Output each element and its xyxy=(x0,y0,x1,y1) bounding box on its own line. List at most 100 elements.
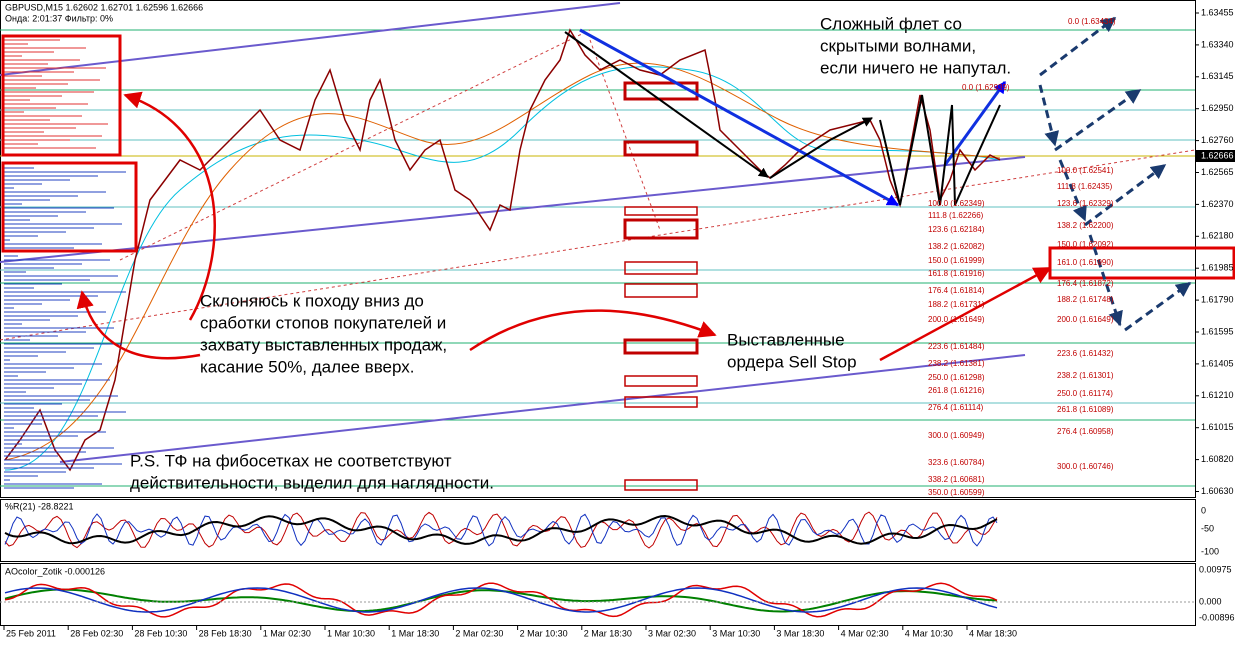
indicator-label: -0.00896 xyxy=(1199,612,1235,622)
indicator-label: 0.000 xyxy=(1199,596,1222,606)
current-price-box xyxy=(1196,150,1235,162)
fib-label: 150.0 (1.62092) xyxy=(1057,240,1114,249)
fib-label: 100.0 (1.62349) xyxy=(928,199,985,208)
annotation: если ничего не напутал. xyxy=(820,58,1011,77)
indicator-label: 0.00975 xyxy=(1199,564,1232,574)
wave-zigzag xyxy=(564,31,1001,206)
time-label: 25 Feb 2011 xyxy=(6,628,56,638)
time-label: 2 Mar 10:30 xyxy=(520,628,568,638)
annotation: ордера Sell Stop xyxy=(727,352,857,371)
annotation: захвату выставленных продаж, xyxy=(200,335,447,354)
fib-label: 250.0 (1.61174) xyxy=(1057,389,1113,398)
indicator-title: %R(21) -28.8221 xyxy=(5,501,74,511)
indicator-panel xyxy=(0,563,1196,626)
fib-label: 138.2 (1.62200) xyxy=(1057,221,1114,230)
time-label: 3 Mar 10:30 xyxy=(712,628,760,638)
fib-label: 276.4 (1.60958) xyxy=(1057,427,1114,436)
annotation: Сложный флет со xyxy=(820,14,962,33)
volume-profile xyxy=(4,39,126,489)
chart-status: Онда: 2:01:37 Фильтр: 0% xyxy=(5,13,113,23)
fib-label: 188.2 (1.61748) xyxy=(1057,295,1114,304)
trend-dashed xyxy=(0,29,1196,341)
annotation: Выставленные xyxy=(727,330,845,349)
annotation: Склоняюсь к походу вниз до xyxy=(200,291,424,310)
chart-header: GBPUSD,M15 1.62602 1.62701 1.62596 1.626… xyxy=(5,2,203,12)
price-label: 1.61405 xyxy=(1201,358,1234,368)
price-label: 1.63145 xyxy=(1201,71,1234,81)
current-price: 1.62666 xyxy=(1201,150,1234,160)
time-label: 1 Mar 02:30 xyxy=(263,628,311,638)
time-label: 1 Mar 18:30 xyxy=(391,628,439,638)
fib-label: 150.0 (1.61999) xyxy=(928,256,985,265)
fib-label: 238.2 (1.61301) xyxy=(1057,371,1114,380)
annotation: P.S. ТФ на фибосетках не соответствуют xyxy=(130,451,452,470)
price-label: 1.61985 xyxy=(1201,263,1234,273)
price-label: 1.61210 xyxy=(1201,390,1234,400)
fib-label: 123.6 (1.62184) xyxy=(928,225,985,234)
fib-label: 223.6 (1.61432) xyxy=(1057,349,1114,358)
price-label: 1.61595 xyxy=(1201,326,1234,336)
fib-label: 200.0 (1.61649) xyxy=(928,315,985,324)
fib-label: 300.0 (1.60949) xyxy=(928,431,985,440)
price-label: 1.62760 xyxy=(1201,135,1234,145)
fib-label: 161.0 (1.61990) xyxy=(1057,258,1114,267)
fib-label: 250.0 (1.61298) xyxy=(928,373,985,382)
fib-label: 0.0 (1.63434) xyxy=(1068,17,1116,26)
time-label: 4 Mar 18:30 xyxy=(969,628,1017,638)
price-label: 1.60820 xyxy=(1201,454,1234,464)
fib-label: 176.4 (1.61814) xyxy=(928,286,985,295)
time-label: 1 Mar 10:30 xyxy=(327,628,375,638)
indicator-label: -100 xyxy=(1201,546,1219,556)
time-label: 28 Feb 02:30 xyxy=(70,628,123,638)
fib-label: 161.8 (1.61916) xyxy=(928,269,985,278)
indicator-label: 0 xyxy=(1201,505,1206,515)
fib-label: 323.6 (1.60784) xyxy=(928,458,985,467)
annotation: действительности, выделил для наглядност… xyxy=(130,473,494,492)
fib-label: 350.0 (1.60599) xyxy=(928,488,985,497)
price-label: 1.62950 xyxy=(1201,103,1234,113)
fib-label: 200.0 (1.61649) xyxy=(1057,315,1114,324)
annotation: сработки стопов покупателей и xyxy=(200,313,446,332)
fib-label: 176.4 (1.61872) xyxy=(1057,279,1114,288)
time-label: 2 Mar 02:30 xyxy=(455,628,503,638)
annotation: касание 50%, далее вверх. xyxy=(200,357,415,376)
time-label: 4 Mar 10:30 xyxy=(905,628,953,638)
fib-label: 188.2 (1.61731) xyxy=(928,300,985,309)
indicator-panel xyxy=(0,499,1196,562)
price-label: 1.60630 xyxy=(1201,486,1234,496)
fib-label: 261.8 (1.61089) xyxy=(1057,405,1114,414)
price-label: 1.63340 xyxy=(1201,39,1234,49)
oscillator-line xyxy=(4,582,998,618)
time-label: 28 Feb 10:30 xyxy=(134,628,187,638)
fib-label: 261.8 (1.61216) xyxy=(928,386,985,395)
time-label: 3 Mar 02:30 xyxy=(648,628,696,638)
price-line xyxy=(4,28,1001,472)
indicator-title: AOcolor_Zotik -0.000126 xyxy=(5,566,105,576)
channel xyxy=(0,2,1026,463)
fib-label: 138.2 (1.62082) xyxy=(928,242,985,251)
price-label: 1.61790 xyxy=(1201,294,1234,304)
fib-label: 300.0 (1.60746) xyxy=(1057,462,1114,471)
oscillator-line xyxy=(4,587,998,613)
fib-label: 111.8 (1.62435) xyxy=(1057,182,1113,191)
oscillator-line xyxy=(4,513,998,547)
price-label: 1.62565 xyxy=(1201,167,1234,177)
projection-arrow xyxy=(1038,16,1192,332)
fib-label: 111.8 (1.62266) xyxy=(928,211,984,220)
indicator-label: -50 xyxy=(1201,523,1214,533)
wave-arrow xyxy=(943,81,1007,166)
price-label: 1.63455 xyxy=(1201,7,1234,17)
price-label: 1.62180 xyxy=(1201,231,1234,241)
fib-label: 100.0 (1.62541) xyxy=(1057,166,1114,175)
fib-label: 338.2 (1.60681) xyxy=(928,475,985,484)
fib-label: 123.6 (1.62329) xyxy=(1057,199,1114,208)
ma-line xyxy=(4,66,1001,471)
wave-arrow xyxy=(579,28,900,207)
fib-label: 0.0 (1.62939) xyxy=(962,83,1010,92)
fib-label: 238.2 (1.61381) xyxy=(928,359,985,368)
time-label: 4 Mar 02:30 xyxy=(841,628,889,638)
time-label: 2 Mar 18:30 xyxy=(584,628,632,638)
order-boxes xyxy=(1,34,1235,491)
price-label: 1.61015 xyxy=(1201,422,1234,432)
